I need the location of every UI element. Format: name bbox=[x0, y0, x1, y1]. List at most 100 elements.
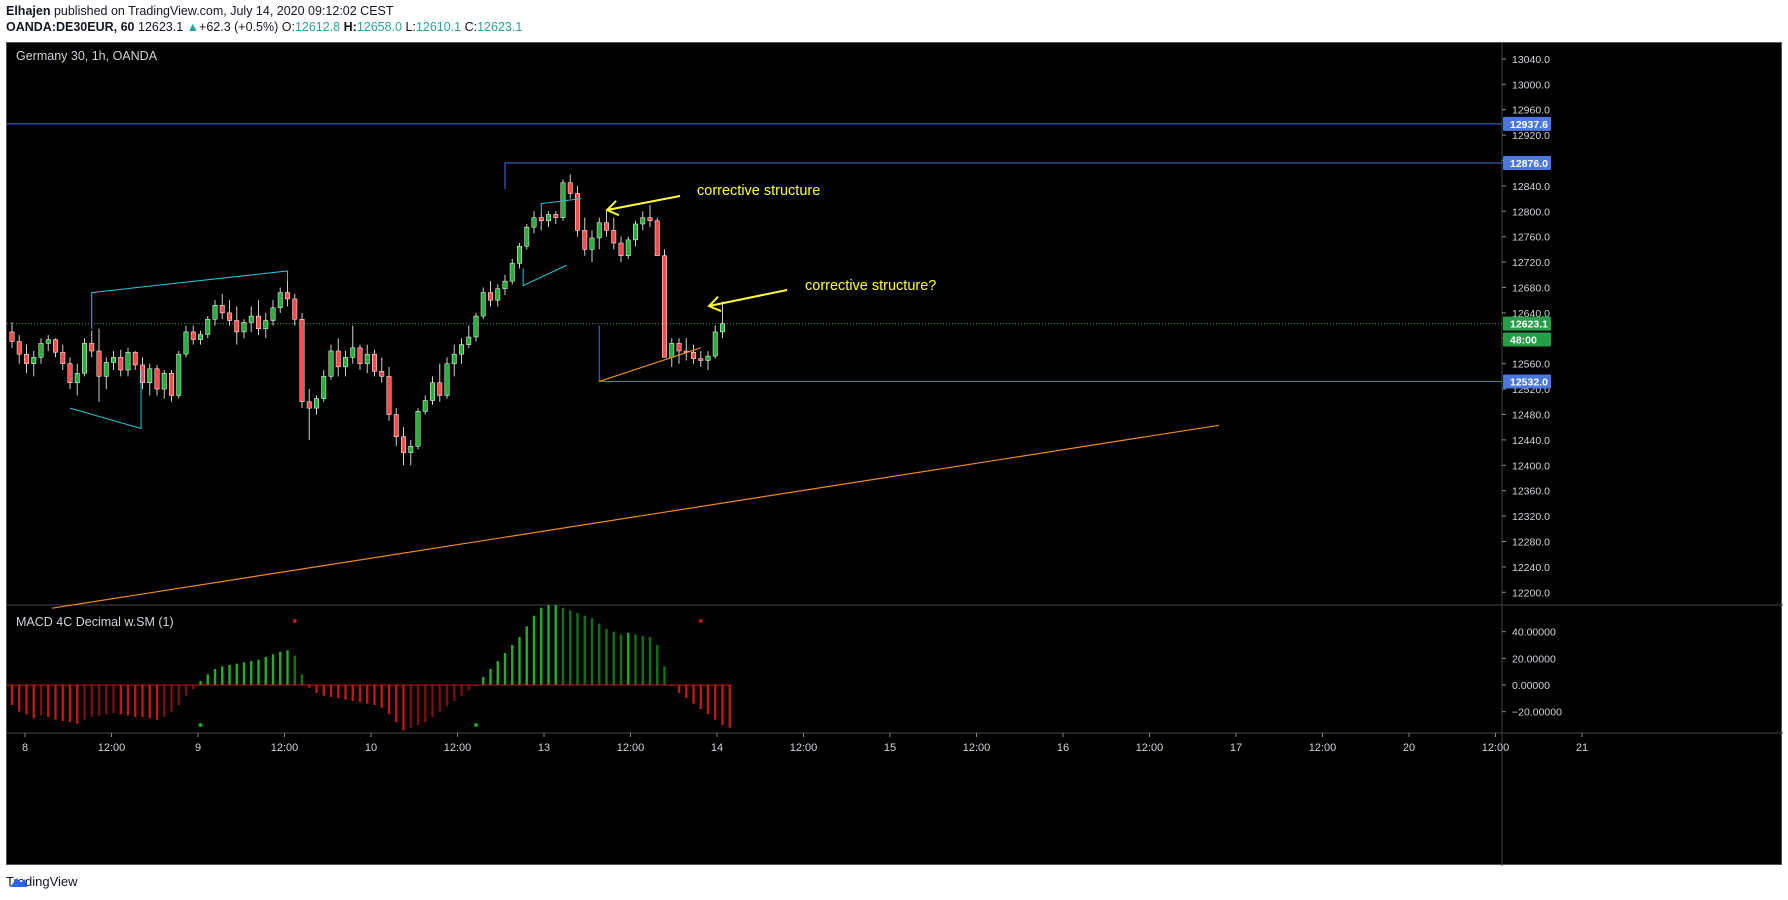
macd-bar bbox=[206, 674, 209, 685]
candle-body bbox=[183, 331, 189, 355]
macd-bar bbox=[431, 685, 434, 717]
macd-bar bbox=[424, 685, 427, 723]
tradingview-footer[interactable]: TradingView bbox=[6, 874, 78, 889]
x-tick-label: 12:00 bbox=[98, 742, 126, 754]
candle-body bbox=[67, 363, 73, 383]
candle-body bbox=[509, 263, 515, 282]
macd-bar bbox=[677, 685, 681, 693]
macd-bar bbox=[605, 629, 608, 685]
macd-bar bbox=[634, 634, 637, 685]
open-value: 12612.8 bbox=[294, 20, 341, 34]
x-tick-label: 8 bbox=[22, 742, 28, 754]
candle-body bbox=[53, 339, 58, 353]
macd-bar bbox=[119, 685, 122, 715]
price-label: 12876.0 bbox=[1503, 156, 1551, 171]
macd-bar bbox=[213, 669, 217, 685]
macd-bar bbox=[692, 685, 695, 704]
candle-body bbox=[531, 217, 537, 228]
chart-title: Germany 30, 1h, OANDA bbox=[16, 49, 158, 63]
candle-body bbox=[219, 305, 225, 314]
x-tick-label: 15 bbox=[884, 742, 896, 754]
candle-body bbox=[31, 357, 37, 364]
macd-bar bbox=[337, 685, 340, 699]
candle-body bbox=[60, 352, 66, 364]
macd-bar bbox=[482, 677, 485, 685]
candle-body bbox=[444, 363, 450, 396]
channel-line bbox=[69, 370, 142, 430]
macd-bar bbox=[416, 685, 420, 725]
candle-body bbox=[256, 315, 261, 330]
arrow-head bbox=[605, 200, 620, 217]
macd-bar bbox=[68, 685, 72, 723]
price-label: 12532.0 bbox=[1503, 374, 1551, 389]
macd-bar bbox=[525, 626, 528, 685]
candle-body bbox=[538, 217, 544, 222]
candle-body bbox=[575, 193, 580, 231]
drawn-levels bbox=[7, 123, 1502, 382]
annotation-corrective-structure-question[interactable]: corrective structure? bbox=[805, 278, 936, 294]
macd-bar bbox=[300, 674, 304, 685]
candle-body bbox=[698, 358, 704, 361]
macd-bar bbox=[155, 685, 159, 720]
candle-body bbox=[662, 255, 667, 358]
close-value: 12623.1 bbox=[477, 20, 523, 34]
candle-body bbox=[234, 320, 240, 333]
macd-bar bbox=[496, 661, 499, 685]
annotation-corrective-structure[interactable]: corrective structure bbox=[697, 183, 820, 199]
price-label-box bbox=[1503, 156, 1551, 171]
macd-bar bbox=[32, 685, 35, 719]
price-label: 48:00 bbox=[1503, 332, 1551, 347]
macd-bar bbox=[387, 685, 391, 715]
candle-body bbox=[524, 226, 530, 247]
candle-body bbox=[248, 315, 254, 323]
candle-body bbox=[321, 376, 327, 399]
high-label: H: bbox=[343, 20, 357, 34]
macd-bar bbox=[322, 685, 325, 696]
macd-bar bbox=[192, 685, 195, 689]
candle-body bbox=[82, 343, 87, 374]
published-info: published on TradingView.com, July 14, 2… bbox=[53, 4, 394, 18]
candle-body bbox=[118, 357, 124, 371]
macd-bar bbox=[242, 662, 246, 685]
macd-bar bbox=[706, 685, 710, 715]
macd-bar bbox=[728, 685, 731, 728]
macd-bar bbox=[395, 685, 398, 723]
macd-tick-label: 40.00000 bbox=[1512, 627, 1556, 639]
author-name[interactable]: Elhajen bbox=[6, 4, 51, 18]
macd-bar bbox=[134, 685, 137, 717]
macd-bar bbox=[308, 685, 311, 688]
candle-body bbox=[96, 350, 102, 377]
chart-canvas[interactable]: 13040.013000.012960.012920.012880.012840… bbox=[7, 43, 1783, 866]
macd-bar bbox=[141, 685, 144, 717]
x-tick-label: 12:00 bbox=[1482, 742, 1510, 754]
macd-bar bbox=[177, 685, 180, 705]
candle-body bbox=[314, 398, 319, 409]
macd-bar bbox=[445, 685, 449, 707]
price-axis: 13040.013000.012960.012920.012880.012840… bbox=[1502, 54, 1562, 719]
macd-bar bbox=[518, 637, 521, 685]
candle-body bbox=[676, 343, 682, 352]
x-tick-label: 17 bbox=[1230, 742, 1242, 754]
macd-bar bbox=[329, 685, 333, 697]
candle-body bbox=[89, 343, 95, 352]
macd-bar bbox=[474, 685, 478, 687]
chart-frame[interactable]: 13040.013000.012960.012920.012880.012840… bbox=[6, 42, 1783, 866]
candle-body bbox=[227, 312, 232, 321]
macd-title: MACD 4C Decimal w.SM (1) bbox=[16, 615, 174, 629]
candle-body bbox=[618, 242, 624, 256]
trend-line bbox=[599, 347, 701, 383]
high-value: 12658.0 bbox=[356, 20, 403, 34]
candle-body bbox=[596, 222, 602, 239]
macd-bar bbox=[148, 685, 151, 719]
macd-signal-dot bbox=[198, 723, 203, 727]
y-tick-label: 12200.0 bbox=[1512, 587, 1550, 599]
arrow-shaft bbox=[606, 195, 681, 211]
macd-bar bbox=[97, 685, 101, 716]
candle-body bbox=[633, 223, 638, 241]
candle-body bbox=[38, 343, 44, 358]
publish-line: Elhajen published on TradingView.com, Ju… bbox=[6, 4, 394, 18]
x-tick-label: 12:00 bbox=[790, 742, 818, 754]
macd-bar bbox=[235, 663, 238, 685]
macd-bar bbox=[25, 685, 28, 715]
macd-tick-label: −20.00000 bbox=[1512, 707, 1562, 719]
